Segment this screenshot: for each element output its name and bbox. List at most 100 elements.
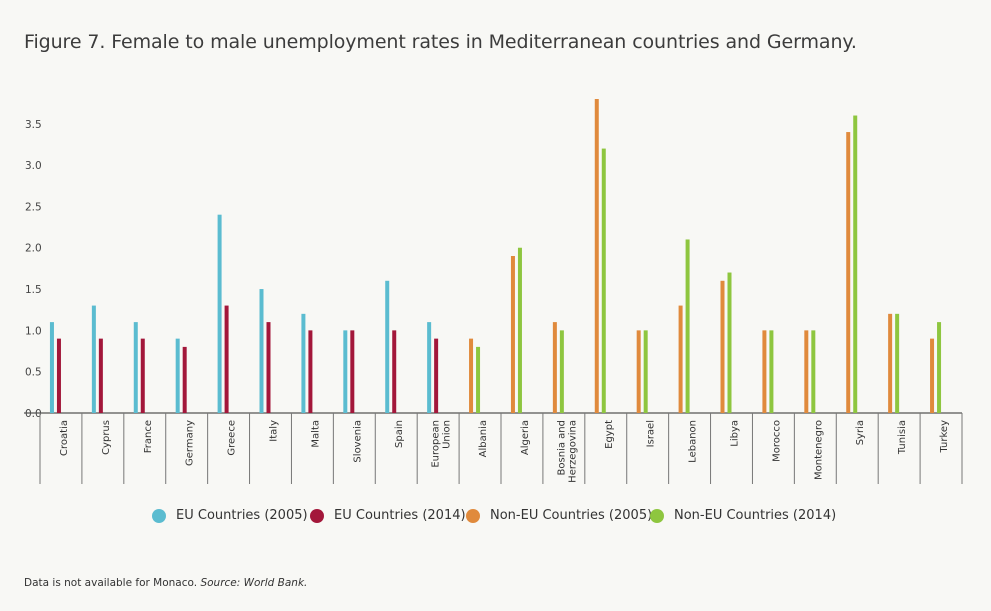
x-tick-label: Union [442,420,453,449]
bar-egypt-2014 [601,148,606,413]
x-tick-label: Turkey [939,420,950,454]
x-tick-label: Montenegro [813,420,824,480]
x-tick-label-group: Bosnia and Herzegovina [556,420,578,483]
bar-france-2005 [133,322,138,413]
footnote-source: Source: World Bank. [200,577,308,589]
y-tick-label: 1.0 [25,325,42,337]
bar-slovenia-2014 [350,330,355,413]
bar-israel-2005 [636,330,641,413]
bar-european-union-2014 [434,338,439,413]
bar-libya-2005 [720,280,725,413]
y-tick-label: 0.5 [25,367,42,379]
x-tick-label-group: Turkey [939,420,950,454]
bar-bosnia-and-herzegovina-2005 [552,322,557,413]
legend-item-eu-countries-2005: EU Countries (2005) [152,508,308,523]
bar-albania-2014 [476,346,481,413]
legend: EU Countries (2005) EU Countries (2014) No… [0,508,991,534]
bar-italy-2005 [259,289,264,413]
bar-european-union-2005 [427,322,432,413]
bar-algeria-2005 [510,256,515,413]
x-tick-label-group: Syria [855,420,866,445]
legend-swatch [310,508,324,523]
bar-greece-2014 [224,305,229,413]
bar-turkey-2005 [930,338,935,413]
x-tick-label: European [431,420,442,468]
footnote: Data is not available for Monaco. Source… [24,577,307,589]
bar-tunisia-2005 [888,313,893,413]
x-tick-label-group: Croatia [59,420,70,456]
bar-slovenia-2005 [343,330,348,413]
bar-turkey-2014 [937,322,942,413]
x-tick-label-group: European Union [431,420,453,468]
bar-syria-2005 [846,132,851,414]
bar-syria-2014 [853,115,858,414]
bar-spain-2014 [392,330,397,413]
legend-label: EU Countries (2005) [176,508,308,523]
y-tick-label: 3.5 [25,119,42,131]
y-tick-label: 3.0 [25,160,42,172]
chart-title: Figure 7. Female to male unemployment ra… [24,31,857,53]
x-tick-label-group: Egypt [604,420,615,449]
x-tick-label: Germany [185,420,196,466]
bar-israel-2014 [643,330,648,413]
x-tick-label: Tunisia [897,420,908,455]
bar-lebanon-2005 [678,305,683,413]
x-tick-label-group: Albania [478,420,489,457]
legend-item-eu-countries-2014: EU Countries (2014) [310,508,466,523]
bar-morocco-2005 [762,330,767,413]
bar-libya-2014 [727,272,732,413]
x-tick-label-group: Montenegro [813,420,824,480]
bar-bosnia-and-herzegovina-2014 [559,330,564,413]
bar-montenegro-2005 [804,330,809,413]
bar-germany-2005 [175,338,180,413]
x-tick-label: Malta [310,420,321,448]
x-tick-label-group: Lebanon [688,420,699,463]
footnote-text: Data is not available for Monaco. [24,577,198,589]
x-tick-label: Italy [269,420,280,442]
x-tick-label-group: Israel [646,420,657,447]
bar-croatia-2014 [56,338,61,413]
x-tick-label-group: Libya [730,420,741,447]
bar-montenegro-2014 [811,330,816,413]
x-tick-label-group: Malta [310,420,321,448]
y-tick-label: 1.5 [25,284,42,296]
x-tick-label-group: Italy [269,420,280,442]
bar-malta-2005 [301,313,306,413]
x-tick-label: Lebanon [688,420,699,463]
x-tick-label-group: Germany [185,420,196,466]
x-tick-label: France [143,420,154,453]
bar-cyprus-2014 [98,338,103,413]
x-tick-label-group: Algeria [520,420,531,455]
bar-germany-2014 [182,346,187,413]
legend-label: Non-EU Countries (2005) [490,508,653,523]
x-tick-label: Morocco [771,420,782,462]
legend-swatch [650,508,664,523]
legend-label: EU Countries (2014) [334,508,466,523]
x-tick-label: Bosnia and [556,420,567,475]
legend-label: Non-EU Countries (2014) [674,508,837,523]
legend-item-non-eu-countries-2005: Non-EU Countries (2005) [466,508,652,523]
bar-spain-2005 [385,280,390,413]
x-tick-label: Syria [855,420,866,445]
x-tick-label: Algeria [520,420,531,455]
x-tick-label-group: France [143,420,154,453]
legend-swatch [152,508,166,523]
x-tick-label: Croatia [59,420,70,456]
bar-france-2014 [140,338,145,413]
x-tick-label-group: Cyprus [101,420,112,455]
bar-croatia-2005 [49,322,54,413]
y-tick-label: 2.0 [25,243,42,255]
bar-malta-2014 [308,330,313,413]
y-tick-label: 2.5 [25,201,42,213]
legend-swatch [466,508,480,523]
bar-cyprus-2005 [91,305,96,413]
legend-item-non-eu-countries-2014: Non-EU Countries (2014) [650,508,836,523]
x-tick-label: Slovenia [352,420,363,463]
bar-tunisia-2014 [895,313,900,413]
bar-albania-2005 [469,338,474,413]
bar-algeria-2014 [517,247,522,413]
x-tick-label: Greece [227,420,238,456]
x-tick-label-group: Spain [394,420,405,448]
x-tick-label: Israel [646,420,657,447]
y-tick-label: 0.0 [25,408,42,420]
